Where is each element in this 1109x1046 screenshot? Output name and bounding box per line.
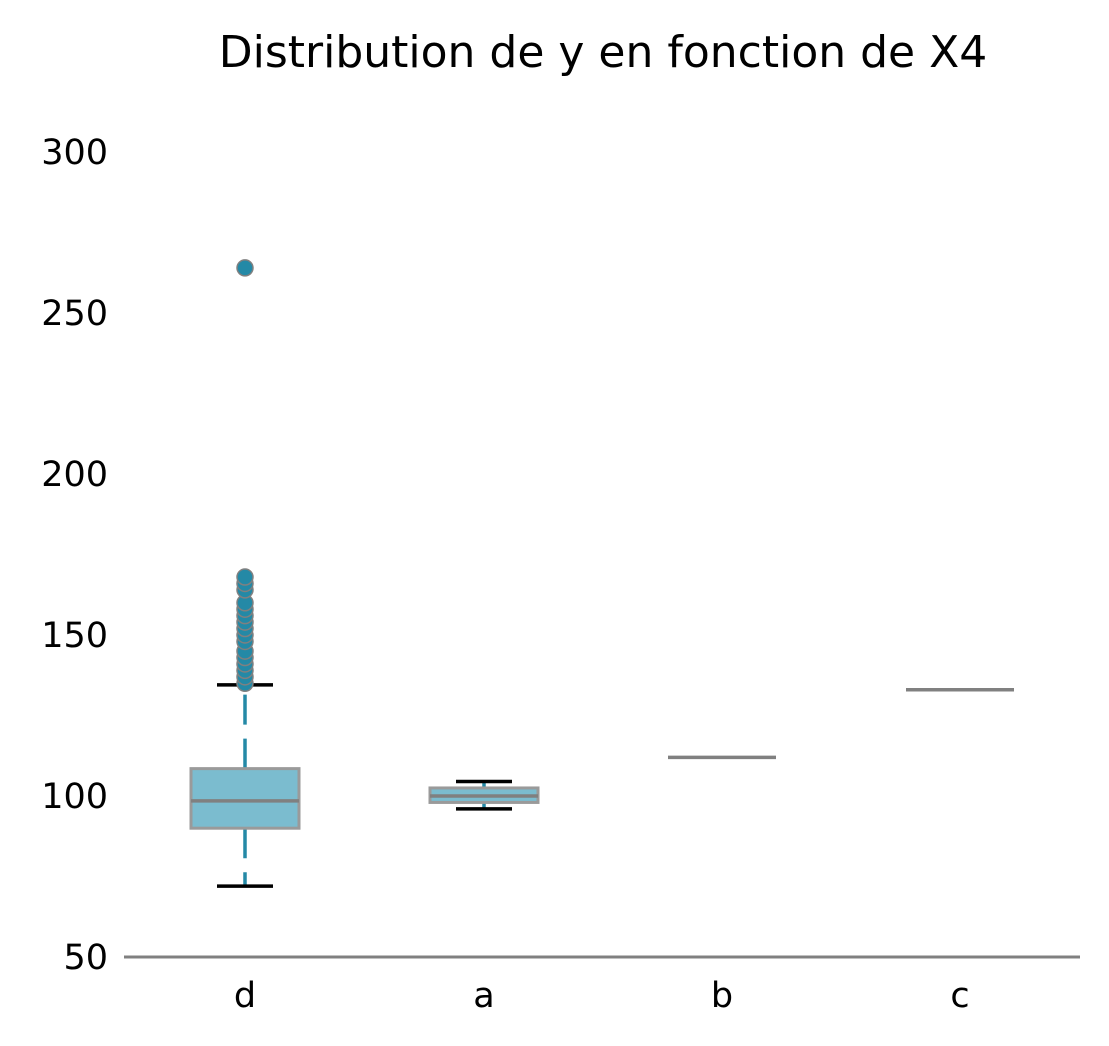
y-tick-label: 50 (63, 938, 108, 978)
y-tick-label: 250 (41, 294, 108, 334)
outlier-point (236, 259, 254, 277)
box-d (189, 259, 301, 888)
y-tick-label: 200 (41, 455, 108, 495)
chart-title: Distribution de y en fonction de X4 (219, 27, 988, 78)
y-tick-label: 300 (41, 133, 108, 173)
x-tick-label-a: a (473, 976, 494, 1016)
box-a (428, 779, 540, 811)
box-group (189, 259, 1014, 888)
box-iqr (189, 767, 301, 830)
y-tick-label: 150 (41, 616, 108, 656)
x-tick-label-b: b (711, 976, 733, 1016)
y-tick-label: 100 (41, 777, 108, 817)
x-tick-label-d: d (234, 976, 256, 1016)
y-axis-tick-labels: 50 100 150 200 250 300 (41, 133, 108, 978)
x-tick-label-c: c (950, 976, 969, 1016)
outlier-point (236, 568, 254, 586)
